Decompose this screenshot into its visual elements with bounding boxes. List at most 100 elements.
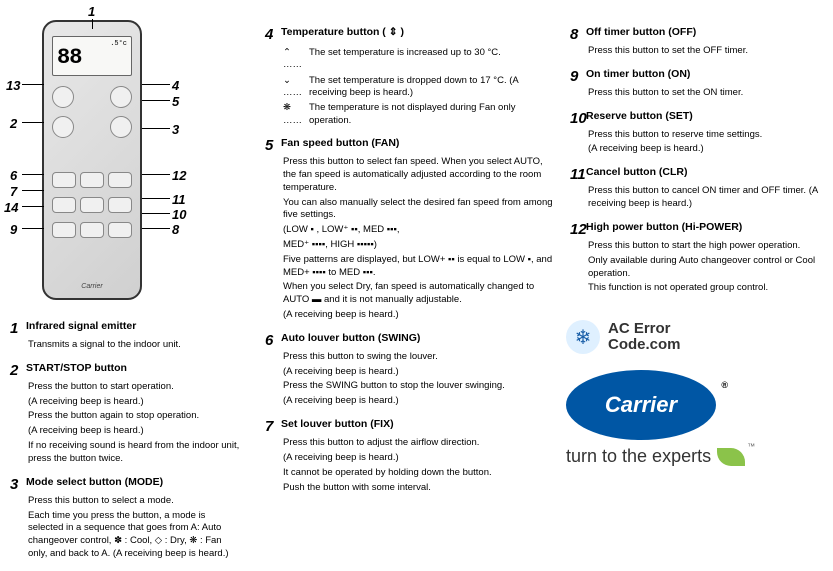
column-1: 1Infrared signal emitter Transmits a sig… <box>10 320 240 571</box>
item-title: Infrared signal emitter <box>26 320 136 332</box>
item-body: You can also manually select the desired… <box>283 197 555 223</box>
callout-11: 11 <box>172 192 186 207</box>
sub-row: ⌄ ……The set temperature is dropped down … <box>283 75 555 100</box>
carrier-logo: Carrier <box>566 370 716 440</box>
item-body: Press this button to start the high powe… <box>588 240 820 253</box>
logos-area: ❄ AC Error Code.com Carrier turn to the … <box>566 320 826 467</box>
item-num: 2 <box>10 362 26 379</box>
clr-button[interactable] <box>108 197 132 213</box>
remote-brand: Carrier <box>44 283 140 290</box>
item-num: 9 <box>570 68 586 85</box>
snowflake-icon: ❄ <box>566 320 600 354</box>
item-body: It cannot be operated by holding down th… <box>283 467 555 480</box>
set-button[interactable] <box>108 222 132 238</box>
tagline-text: turn to the experts <box>566 446 711 467</box>
ac-error-code-logo: ❄ AC Error Code.com <box>566 320 826 354</box>
item-11: 11Cancel button (CLR) Press this button … <box>570 166 820 211</box>
fix-button[interactable] <box>80 172 104 188</box>
sub-text: The set temperature is increased up to 3… <box>309 47 555 72</box>
item-body: Press this button to select fan speed. W… <box>283 156 555 194</box>
item-3: 3Mode select button (MODE) Press this bu… <box>10 476 240 561</box>
callout-line <box>22 228 44 229</box>
callout-line <box>142 128 170 129</box>
item-num: 6 <box>265 332 281 349</box>
fan-button[interactable] <box>110 86 132 108</box>
fan-icon: ❋ …… <box>283 102 309 127</box>
item-body: Press the SWING button to stop the louve… <box>283 380 555 393</box>
callout-14: 14 <box>4 200 18 215</box>
item-title: On timer button (ON) <box>586 68 690 80</box>
on-button[interactable] <box>80 222 104 238</box>
callout-8: 8 <box>172 222 179 237</box>
hipower-button[interactable] <box>108 172 132 188</box>
item-2: 2START/STOP button Press the button to s… <box>10 362 240 466</box>
remote-display: 88 .5°c <box>52 36 132 76</box>
column-2: 4Temperature button ( ⇕ ) ⌃ ……The set te… <box>265 26 555 504</box>
item-title: Off timer button (OFF) <box>586 26 696 38</box>
item-title: Reserve button (SET) <box>586 110 693 122</box>
item-body: Press this button to select a mode. <box>28 495 240 508</box>
callout-10: 10 <box>172 207 186 222</box>
item-title: High power button (Hi-POWER) <box>586 221 742 233</box>
callout-12: 12 <box>172 168 186 183</box>
timer-button-2[interactable] <box>80 197 104 213</box>
up-icon: ⌃ …… <box>283 47 309 72</box>
item-body: (A receiving beep is heard.) <box>283 395 555 408</box>
callout-line <box>22 206 44 207</box>
item-body: Transmits a signal to the indoor unit. <box>28 339 240 352</box>
item-5: 5Fan speed button (FAN) Press this butto… <box>265 137 555 322</box>
item-8: 8Off timer button (OFF) Press this butto… <box>570 26 820 58</box>
callout-6: 6 <box>10 168 17 183</box>
down-icon: ⌄ …… <box>283 75 309 100</box>
callout-line <box>142 213 170 214</box>
item-num: 4 <box>265 26 281 43</box>
item-title: Temperature button ( ⇕ ) <box>281 26 404 38</box>
item-body: MED⁺ ▪▪▪▪, HIGH ▪▪▪▪▪) <box>283 239 555 252</box>
item-body: Press this button to reserve time settin… <box>588 129 820 142</box>
mode-button[interactable] <box>110 116 132 138</box>
display-temp: 88 <box>57 45 81 70</box>
item-body: (A receiving beep is heard.) <box>283 309 555 322</box>
callout-3: 3 <box>172 122 179 137</box>
off-button[interactable] <box>52 222 76 238</box>
callout-line <box>92 19 93 29</box>
ace-line2: Code.com <box>608 336 681 353</box>
item-12: 12High power button (Hi-POWER) Press thi… <box>570 221 820 295</box>
callout-line <box>142 174 170 175</box>
item-body: Press this button to adjust the airflow … <box>283 437 555 450</box>
carrier-text: Carrier <box>605 392 677 418</box>
item-body: (LOW ▪ , LOW⁺ ▪▪, MED ▪▪▪, <box>283 224 555 237</box>
remote-control: 88 .5°c Carrier <box>42 20 142 300</box>
sub-row: ⌃ ……The set temperature is increased up … <box>283 47 555 72</box>
item-body: Press this button to set the OFF timer. <box>588 45 820 58</box>
item-10: 10Reserve button (SET) Press this button… <box>570 110 820 157</box>
ace-line1: AC Error <box>608 320 671 337</box>
item-body: If no receiving sound is heard from the … <box>28 440 240 466</box>
timer-button-1[interactable] <box>52 197 76 213</box>
item-body: Push the button with some interval. <box>283 482 555 495</box>
item-body: When you select Dry, fan speed is automa… <box>283 281 555 307</box>
leaf-icon <box>717 448 745 466</box>
callout-2: 2 <box>10 116 17 131</box>
callout-7: 7 <box>10 184 17 199</box>
swing-button[interactable] <box>52 172 76 188</box>
item-title: Set louver button (FIX) <box>281 418 394 430</box>
item-9: 9On timer button (ON) Press this button … <box>570 68 820 100</box>
item-body: Press the button again to stop operation… <box>28 410 240 423</box>
sub-text: The set temperature is dropped down to 1… <box>309 75 555 100</box>
callout-4: 4 <box>172 78 179 93</box>
item-4: 4Temperature button ( ⇕ ) ⌃ ……The set te… <box>265 26 555 127</box>
sub-row: ❋ ……The temperature is not displayed dur… <box>283 102 555 127</box>
item-1: 1Infrared signal emitter Transmits a sig… <box>10 320 240 352</box>
callout-13: 13 <box>6 78 20 93</box>
item-num: 10 <box>570 110 586 127</box>
item-body: Each time you press the button, a mode i… <box>28 510 240 561</box>
start-stop-button[interactable] <box>52 116 74 138</box>
item-body: (A receiving beep is heard.) <box>283 366 555 379</box>
item-body: Only available during Auto changeover co… <box>588 255 820 281</box>
column-3: 8Off timer button (OFF) Press this butto… <box>570 26 820 305</box>
callout-line <box>22 122 44 123</box>
item-num: 8 <box>570 26 586 43</box>
preset-button[interactable] <box>52 86 74 108</box>
callout-line <box>142 100 170 101</box>
